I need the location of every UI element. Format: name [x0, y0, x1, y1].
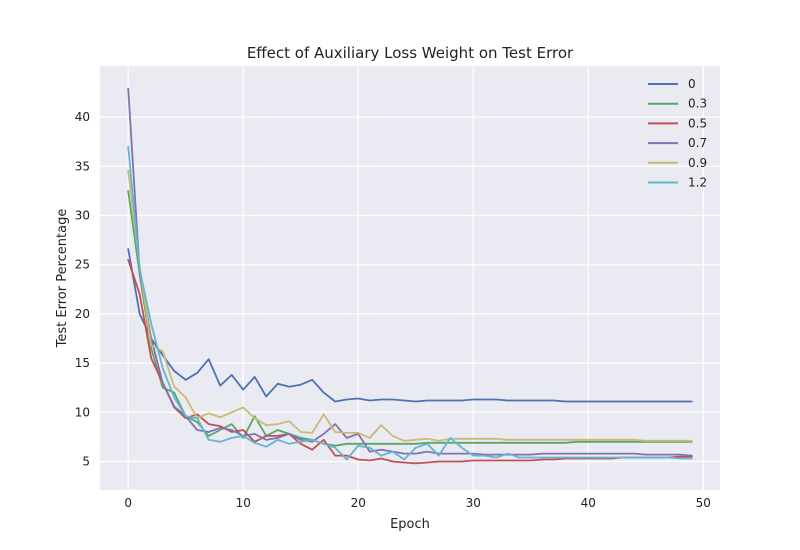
x-tick-label: 20 [351, 496, 366, 510]
y-tick-label: 5 [82, 454, 90, 468]
y-axis-label: Test Error Percentage [55, 209, 70, 349]
series-line-0 [127, 248, 693, 403]
series-line-4 [127, 169, 693, 442]
y-tick-label: 30 [75, 209, 90, 223]
legend-entry-label: 0.3 [688, 97, 707, 111]
x-tick-label: 0 [124, 496, 132, 510]
series-line-5 [127, 145, 693, 461]
axis-ticks: 0 10 20 30 40 50 5 10 15 20 25 30 35 40 [75, 110, 711, 510]
plot-area [100, 66, 720, 490]
legend-entry-label: 0.5 [688, 116, 707, 130]
grid [100, 66, 720, 490]
y-tick-label: 25 [75, 258, 90, 272]
legend-entry-label: 0 [688, 77, 696, 91]
series-layer [127, 87, 693, 465]
y-tick-label: 10 [75, 405, 90, 419]
x-tick-label: 40 [581, 496, 596, 510]
y-tick-label: 20 [75, 307, 90, 321]
x-tick-label: 10 [236, 496, 251, 510]
x-tick-label: 50 [696, 496, 711, 510]
y-tick-label: 40 [75, 110, 90, 124]
y-tick-label: 15 [75, 356, 90, 370]
legend-entry-label: 0.7 [688, 136, 707, 150]
x-axis-label: Epoch [390, 517, 430, 532]
chart-title: Effect of Auxiliary Loss Weight on Test … [247, 44, 574, 62]
series-line-2 [127, 258, 693, 465]
legend-entry-label: 1.2 [688, 176, 707, 190]
y-tick-label: 35 [75, 159, 90, 173]
x-tick-label: 30 [466, 496, 481, 510]
legend: 0 0.3 0.5 0.7 0.9 1.2 [648, 77, 707, 190]
legend-entry-label: 0.9 [688, 156, 707, 170]
